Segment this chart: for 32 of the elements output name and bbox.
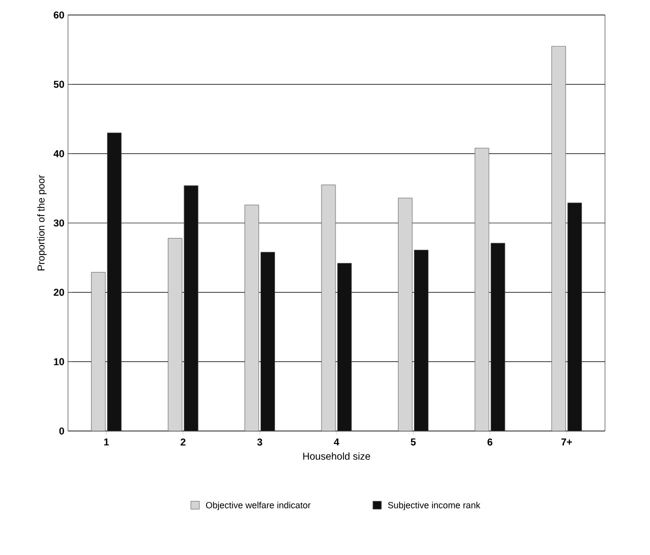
y-tick-label: 40 <box>54 150 64 158</box>
bar <box>321 184 336 431</box>
y-axis-title: Proportion of the poor <box>37 174 47 270</box>
bar <box>490 242 506 431</box>
bar <box>414 250 428 431</box>
y-tick-label: 0 <box>59 427 64 435</box>
bar <box>337 263 352 431</box>
bar <box>567 202 582 431</box>
bar <box>107 132 122 431</box>
legend-label: Subjective income rank <box>388 502 480 510</box>
x-tick-label: 6 <box>488 438 492 446</box>
bar <box>184 185 198 431</box>
x-tick-label: 1 <box>104 438 109 446</box>
x-tick-label: 4 <box>334 438 340 446</box>
y-tick-label: 60 <box>54 11 64 19</box>
bar <box>398 198 412 431</box>
bar <box>168 238 182 431</box>
x-tick-label: 3 <box>257 438 262 446</box>
y-tick-label: 30 <box>54 219 64 227</box>
legend-label: Objective welfare indicator <box>206 502 311 510</box>
x-tick-label: 7+ <box>561 438 572 446</box>
x-tick-label: 5 <box>410 438 416 446</box>
bar <box>260 252 275 431</box>
bar <box>551 46 566 431</box>
bar <box>474 148 490 431</box>
y-tick-label: 50 <box>54 80 64 88</box>
bar <box>91 272 106 431</box>
x-tick-label: 2 <box>180 438 186 446</box>
x-axis-title: Household size <box>303 452 370 460</box>
bar <box>244 204 259 431</box>
y-tick-label: 10 <box>54 358 64 366</box>
y-tick-label: 20 <box>54 288 64 296</box>
